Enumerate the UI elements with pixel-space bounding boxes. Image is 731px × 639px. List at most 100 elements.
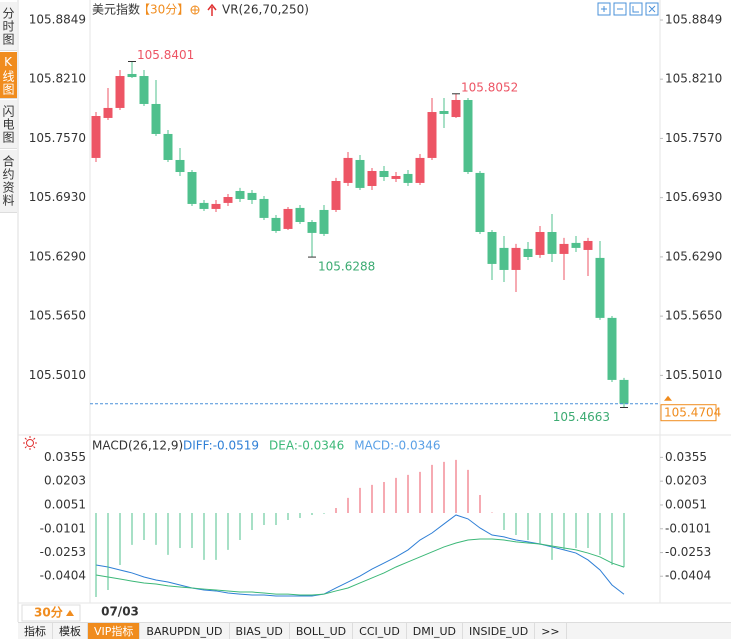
y-tick-label: 105.5010 [29, 368, 86, 382]
candle-body [619, 379, 629, 404]
y-tick-label: 0.0203 [665, 474, 707, 488]
indicator-tab[interactable]: 指标 [18, 623, 53, 639]
y-tick-label: 105.6930 [29, 190, 86, 204]
sidebar-tab[interactable]: 合约资料 [0, 150, 17, 213]
candle-body [151, 103, 161, 134]
candle-body [547, 231, 557, 254]
candle-body [463, 99, 473, 173]
candle-body [139, 76, 149, 104]
candle-body [403, 173, 413, 183]
candle-body [91, 116, 101, 158]
y-tick-label: 0.0355 [665, 450, 707, 464]
y-tick-label: 0.0051 [44, 497, 86, 511]
candle-body [499, 247, 509, 270]
candle-body [451, 99, 461, 118]
candle-body [175, 159, 185, 173]
y-tick-label: -0.0101 [40, 521, 86, 535]
candle-body [595, 257, 605, 318]
y-tick-label: 105.5650 [29, 309, 86, 323]
indicator-tab[interactable]: DMI_UD [407, 623, 464, 639]
sidebar-tab[interactable]: K线图 [0, 52, 17, 99]
candle-body [247, 192, 257, 200]
legend-entry: DEA:-0.0346 [269, 439, 344, 453]
macd-line [95, 514, 625, 597]
candle-body [199, 202, 209, 209]
candle-body [367, 170, 377, 186]
candle-body [487, 231, 497, 264]
legend-entry: MACD:-0.0346 [354, 439, 440, 453]
candle-body [343, 157, 353, 183]
candle-body [571, 242, 581, 248]
candle-body [115, 76, 125, 108]
candle-body [271, 217, 281, 231]
y-tick-label: 105.6290 [29, 249, 86, 263]
y-tick-label: 105.6290 [665, 249, 722, 263]
candle-body [535, 231, 545, 255]
y-tick-label: -0.0253 [665, 545, 711, 559]
candle-body [223, 197, 233, 203]
indicator-tab[interactable]: VIP指标 [88, 623, 141, 639]
y-tick-label: 105.8210 [665, 72, 722, 86]
candle-body [427, 112, 437, 158]
period: 【30分】 [138, 3, 189, 17]
high-annotation: 105.8052 [461, 80, 518, 94]
y-tick-label: 105.7570 [665, 131, 722, 145]
low-annotation: 105.4663 [553, 410, 610, 424]
y-tick-label: 105.6930 [665, 190, 722, 204]
indicator: VR(26,70,250) [222, 3, 309, 17]
candle-body [415, 157, 425, 183]
candle-body [103, 107, 113, 118]
y-tick-label: 105.5010 [665, 368, 722, 382]
dropdown-icon [66, 610, 74, 616]
indicator-tab[interactable]: BARUPDN_UD [140, 623, 230, 639]
toolbar-icons[interactable] [597, 2, 659, 16]
y-tick-label: 105.8210 [29, 72, 86, 86]
chart-title: 美元指数 [92, 2, 140, 17]
candle-body [283, 208, 293, 229]
indicator-tab[interactable]: BIAS_UD [230, 623, 290, 639]
candle-body [127, 73, 137, 78]
sidebar-tab[interactable]: 分时图 [0, 2, 17, 51]
high-annotation: 105.8401 [137, 48, 194, 62]
indicator-tab[interactable]: >> [535, 623, 567, 639]
y-tick-label: 0.0355 [44, 450, 86, 464]
add-icon [191, 6, 199, 14]
legend-entry: DIFF:-0.0519 [183, 439, 259, 453]
candle-body [355, 159, 365, 188]
candle-body [439, 111, 449, 114]
candle-body [187, 172, 197, 204]
candle-body [475, 172, 485, 232]
indicator-tab[interactable]: CCI_UD [353, 623, 407, 639]
indicator-tab[interactable]: INSIDE_UD [463, 623, 536, 639]
y-tick-label: -0.0253 [40, 545, 86, 559]
tab-bar: 指标 模板 VIP指标 BARUPDN_UD BIAS_UD BOLL_UD CCI_UD D… [18, 622, 731, 639]
candle-body [259, 198, 269, 218]
y-tick-label: -0.0101 [665, 521, 711, 535]
y-tick-label: 105.8849 [29, 13, 86, 27]
settings-icon[interactable] [26, 439, 34, 447]
sidebar-tab[interactable]: 闪电图 [0, 100, 17, 149]
indicator-tab[interactable]: BOLL_UD [290, 623, 354, 639]
y-tick-label: 0.0203 [44, 474, 86, 488]
candle-body [295, 207, 305, 222]
candle-body [307, 221, 317, 233]
candle-body [583, 240, 593, 250]
x-tick-label: 07/03 [101, 605, 139, 619]
last-price-marker [664, 395, 672, 401]
low-annotation: 105.6288 [318, 260, 375, 274]
candle-body [211, 203, 221, 209]
y-tick-label: 105.5650 [665, 309, 722, 323]
macd-line [95, 538, 625, 596]
arrow-icon [207, 3, 217, 16]
last-price-label: 105.4704 [664, 406, 721, 420]
period-selector[interactable] [21, 604, 81, 622]
indicator-tab[interactable]: 模板 [53, 623, 88, 639]
candle-body [319, 209, 329, 234]
settings-icon [23, 436, 37, 450]
y-tick-label: 105.8849 [665, 13, 722, 27]
candle-body [607, 317, 617, 380]
y-tick-label: 105.7570 [29, 131, 86, 145]
candle-body [379, 170, 389, 178]
